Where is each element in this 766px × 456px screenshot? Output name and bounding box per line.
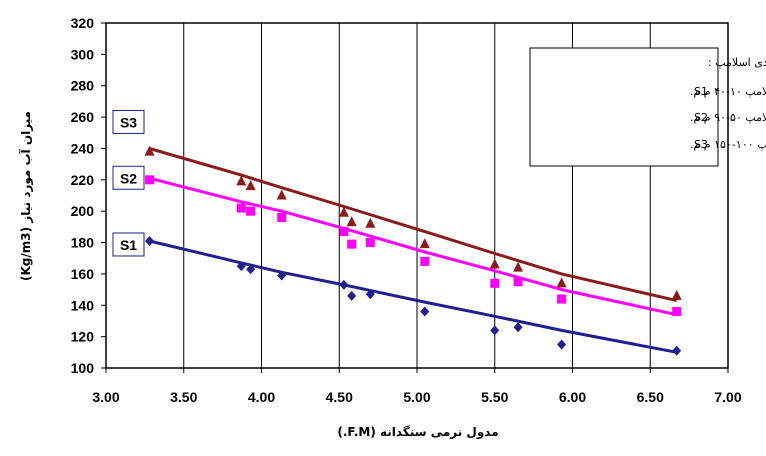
data-point-s3: [513, 261, 524, 272]
trend-line-s2: [149, 176, 678, 317]
x-tick-label: 6.50: [637, 389, 664, 405]
x-tick-label: 6.00: [559, 389, 586, 405]
x-tick-label: 4.50: [326, 389, 353, 405]
legend-item-s3-code: S3: [694, 138, 708, 151]
y-tick-label: 100: [71, 360, 95, 376]
data-point-s1: [339, 279, 349, 290]
data-point-s1: [557, 339, 567, 350]
legend-item-s1-text: اسلامپ ۱۰-۴۰ م.م.: [690, 85, 766, 98]
y-tick-label: 120: [71, 329, 95, 345]
series-label-box-s1: [112, 232, 145, 257]
x-axis-title: مدول نرمی سنگدانه (F.M.): [337, 425, 498, 440]
data-point-s3: [346, 216, 357, 227]
legend: رده بندی اسلامپ : S1 اسلامپ ۱۰-۴۰ م.م. S…: [529, 47, 766, 167]
series-label-s1: S1: [120, 237, 137, 253]
x-tick-labels: 3.00 3.50 4.00 4.50 5.00 5.50 6.00 6.50 7.00: [92, 389, 741, 405]
data-point-s3: [338, 206, 349, 217]
data-markers: [144, 145, 682, 356]
y-tick-label: 180: [71, 235, 95, 251]
legend-item-s1-code: S1: [694, 85, 708, 98]
x-tick-label: 7.00: [714, 389, 741, 405]
y-tick-label: 260: [71, 109, 95, 125]
x-tick-label: 5.00: [403, 389, 430, 405]
data-point-s1: [277, 270, 287, 281]
data-point-s3: [489, 258, 500, 269]
series-label-s3: S3: [120, 114, 137, 130]
trend-line-s3: [149, 147, 678, 303]
x-tick-label: 5.50: [481, 389, 508, 405]
y-tick-label: 320: [71, 15, 95, 31]
data-point-s2: [246, 206, 256, 216]
data-point-s3: [245, 180, 256, 191]
y-tick-label: 220: [71, 172, 95, 188]
legend-item-s2: S2 اسلامپ ۵۰-۹۰ م.م.: [690, 111, 766, 124]
data-point-s1: [246, 264, 256, 275]
data-point-s3: [144, 145, 155, 156]
data-point-s2: [513, 277, 523, 287]
data-point-s2: [365, 238, 375, 248]
data-point-s2: [339, 227, 349, 237]
data-point-s1: [365, 289, 375, 300]
legend-item-s3-text: اسلامپ ۱۰۰-۱۵۰ م.م.: [690, 138, 766, 151]
legend-item-s1: S1 اسلامپ ۱۰-۴۰ م.م.: [690, 85, 766, 98]
y-tick-label: 200: [71, 203, 95, 219]
trend-lines: [149, 147, 678, 354]
trend-line-s1: [149, 239, 677, 354]
data-point-s1: [145, 235, 155, 246]
series-label-s2: S2: [120, 170, 137, 186]
data-point-s1: [672, 345, 682, 356]
data-point-s2: [490, 278, 500, 288]
data-point-s2: [347, 239, 357, 249]
legend-item-s3: S3 اسلامپ ۱۰۰-۱۵۰ م.م.: [690, 138, 766, 151]
data-point-s1: [420, 306, 430, 317]
data-point-s3: [236, 175, 247, 186]
legend-title: رده بندی اسلامپ :: [708, 56, 766, 69]
data-point-s1: [236, 261, 246, 272]
y-tick-label: 160: [71, 266, 95, 282]
series-labels: S1 S2 S3: [112, 109, 145, 257]
y-axis-title: میزان آب مورد نیاز (Kg/m3): [18, 111, 34, 281]
legend-item-s2-text: اسلامپ ۵۰-۹۰ م.م.: [690, 111, 766, 124]
data-point-s2: [672, 307, 682, 317]
data-point-s3: [365, 217, 376, 228]
y-tick-label: 140: [71, 297, 95, 313]
data-point-s2: [145, 175, 155, 185]
data-point-s1: [490, 325, 500, 336]
data-point-s3: [276, 189, 287, 200]
plot-frame: [105, 22, 729, 369]
x-tick-label: 3.00: [92, 389, 119, 405]
series-label-box-s2: [112, 165, 145, 190]
x-tick-label: 3.50: [170, 389, 197, 405]
data-point-s2: [557, 294, 567, 304]
y-tick-label: 240: [71, 140, 95, 156]
data-point-s3: [671, 289, 682, 300]
data-point-s1: [513, 322, 523, 333]
data-point-s3: [419, 238, 430, 249]
series-label-box-s3: [112, 109, 145, 134]
data-point-s1: [347, 290, 357, 301]
y-tick-label: 300: [71, 46, 95, 62]
legend-item-s2-code: S2: [694, 111, 708, 124]
y-tick-label: 280: [71, 78, 95, 94]
x-tick-label: 4.00: [248, 389, 275, 405]
data-point-s2: [277, 212, 287, 222]
data-point-s3: [556, 277, 567, 288]
data-point-s2: [236, 203, 246, 213]
data-point-s2: [420, 256, 430, 266]
y-tick-labels: 100 120 140 160 180 200 220 240 260 280 300 320: [71, 15, 95, 376]
